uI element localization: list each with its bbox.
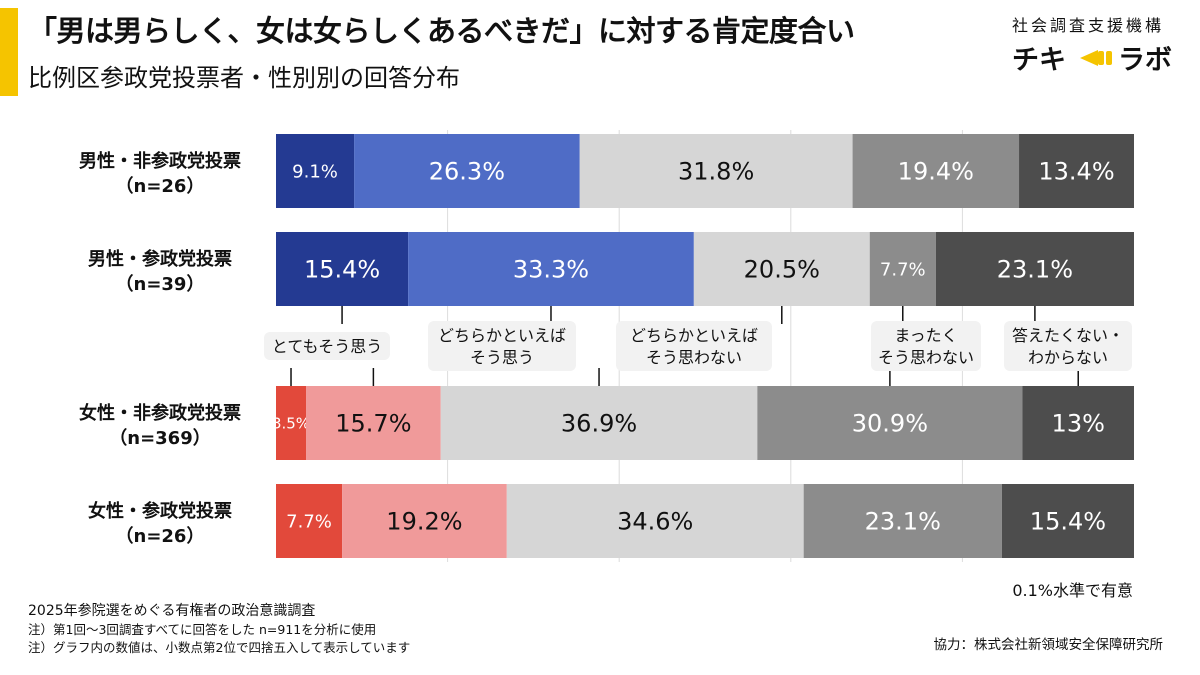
data-label: 34.6% bbox=[617, 508, 693, 536]
logo: チキ ラボ bbox=[1012, 38, 1182, 78]
category-label: 男性・参政党投票 bbox=[88, 248, 232, 270]
legend-label: どちらかといえば bbox=[630, 326, 758, 345]
legend-label-box bbox=[1004, 321, 1132, 371]
data-label: 26.3% bbox=[429, 158, 505, 186]
category-label: 女性・非参政党投票 bbox=[79, 402, 241, 424]
bar-segment bbox=[935, 232, 1134, 306]
title-accent-bar bbox=[0, 8, 18, 96]
data-label: 15.4% bbox=[1030, 508, 1106, 536]
data-label: 7.7% bbox=[286, 511, 332, 532]
category-label: 男性・非参政党投票 bbox=[79, 150, 241, 172]
data-label: 15.7% bbox=[335, 410, 411, 438]
legend-label: とてもそう思う bbox=[272, 337, 382, 356]
significance-note: 0.1%水準で有意 bbox=[1012, 581, 1133, 600]
bar-segment bbox=[408, 232, 694, 306]
bar-segment bbox=[693, 232, 870, 306]
data-label: 20.5% bbox=[744, 256, 820, 284]
data-label: 30.9% bbox=[852, 410, 928, 438]
category-n-label: （n=26） bbox=[116, 526, 205, 547]
category-label: 女性・参政党投票 bbox=[88, 500, 232, 522]
bar-segment bbox=[276, 134, 355, 208]
data-label: 31.8% bbox=[678, 158, 754, 186]
bar-segment bbox=[1001, 484, 1134, 558]
data-label: 13% bbox=[1052, 410, 1105, 438]
footer-note-1: 注）第1回～3回調査すべてに回答をした n=911を分析に使用 bbox=[28, 622, 377, 637]
data-label: 19.4% bbox=[898, 158, 974, 186]
chart-subtitle: 比例区参政党投票者・性別別の回答分布 bbox=[28, 64, 460, 92]
legend-label: そう思う bbox=[470, 348, 534, 367]
legend-label-box bbox=[428, 321, 576, 371]
data-label: 19.2% bbox=[386, 508, 462, 536]
data-label: 3.5% bbox=[272, 414, 310, 432]
bar-segment bbox=[579, 134, 853, 208]
footer-note-2: 注）グラフ内の数値は、小数点第2位で四捨五入して表示しています bbox=[28, 640, 411, 655]
legend-label: まったく bbox=[894, 326, 957, 345]
data-label: 23.1% bbox=[865, 508, 941, 536]
bar-segment bbox=[803, 484, 1002, 558]
legend-label: 答えたくない・ bbox=[1012, 326, 1124, 345]
legend-label: そう思わない bbox=[878, 348, 974, 367]
bar-segment bbox=[1019, 134, 1134, 208]
footer-credit: 協力：株式会社新領域安全保障研究所 bbox=[933, 637, 1164, 653]
bar-segment bbox=[506, 484, 804, 558]
bar-segment bbox=[276, 484, 343, 558]
data-label: 13.4% bbox=[1038, 158, 1114, 186]
legend-label-box bbox=[871, 321, 981, 371]
megaphone-icon bbox=[1080, 50, 1112, 66]
legend-label-box bbox=[616, 321, 772, 371]
bar-segment bbox=[306, 386, 441, 460]
data-label: 9.1% bbox=[292, 161, 338, 182]
bar-segment bbox=[354, 134, 580, 208]
logo-org-name: 社会調査支援機構 bbox=[1012, 16, 1165, 35]
data-label: 7.7% bbox=[880, 259, 926, 280]
category-n-label: （n=39） bbox=[116, 274, 205, 295]
data-label: 36.9% bbox=[561, 410, 637, 438]
bar-segment bbox=[1022, 386, 1134, 460]
logo-name-left: チキ bbox=[1012, 45, 1066, 76]
legend-label-box bbox=[264, 332, 390, 360]
bar-segment bbox=[852, 134, 1020, 208]
bar-segment bbox=[342, 484, 507, 558]
data-label: 33.3% bbox=[513, 256, 589, 284]
legend-label: わからない bbox=[1028, 348, 1108, 367]
chart-title: 「男は男らしく、女は女らしくあるべきだ」に対する肯定度合い bbox=[28, 14, 855, 48]
category-n-label: （n=369） bbox=[109, 428, 210, 449]
data-label: 23.1% bbox=[997, 256, 1073, 284]
bar-segment bbox=[276, 386, 307, 460]
legend-label: そう思わない bbox=[646, 348, 742, 367]
bar-segment bbox=[440, 386, 758, 460]
bar-segment bbox=[276, 232, 409, 306]
bar-segment bbox=[869, 232, 936, 306]
category-n-label: （n=26） bbox=[116, 176, 205, 197]
footer-survey-name: 2025年参院選をめぐる有権者の政治意識調査 bbox=[28, 603, 316, 619]
bar-segment bbox=[757, 386, 1023, 460]
legend-label: どちらかといえば bbox=[438, 326, 566, 345]
logo-name-right: ラボ bbox=[1118, 45, 1172, 76]
data-label: 15.4% bbox=[304, 256, 380, 284]
